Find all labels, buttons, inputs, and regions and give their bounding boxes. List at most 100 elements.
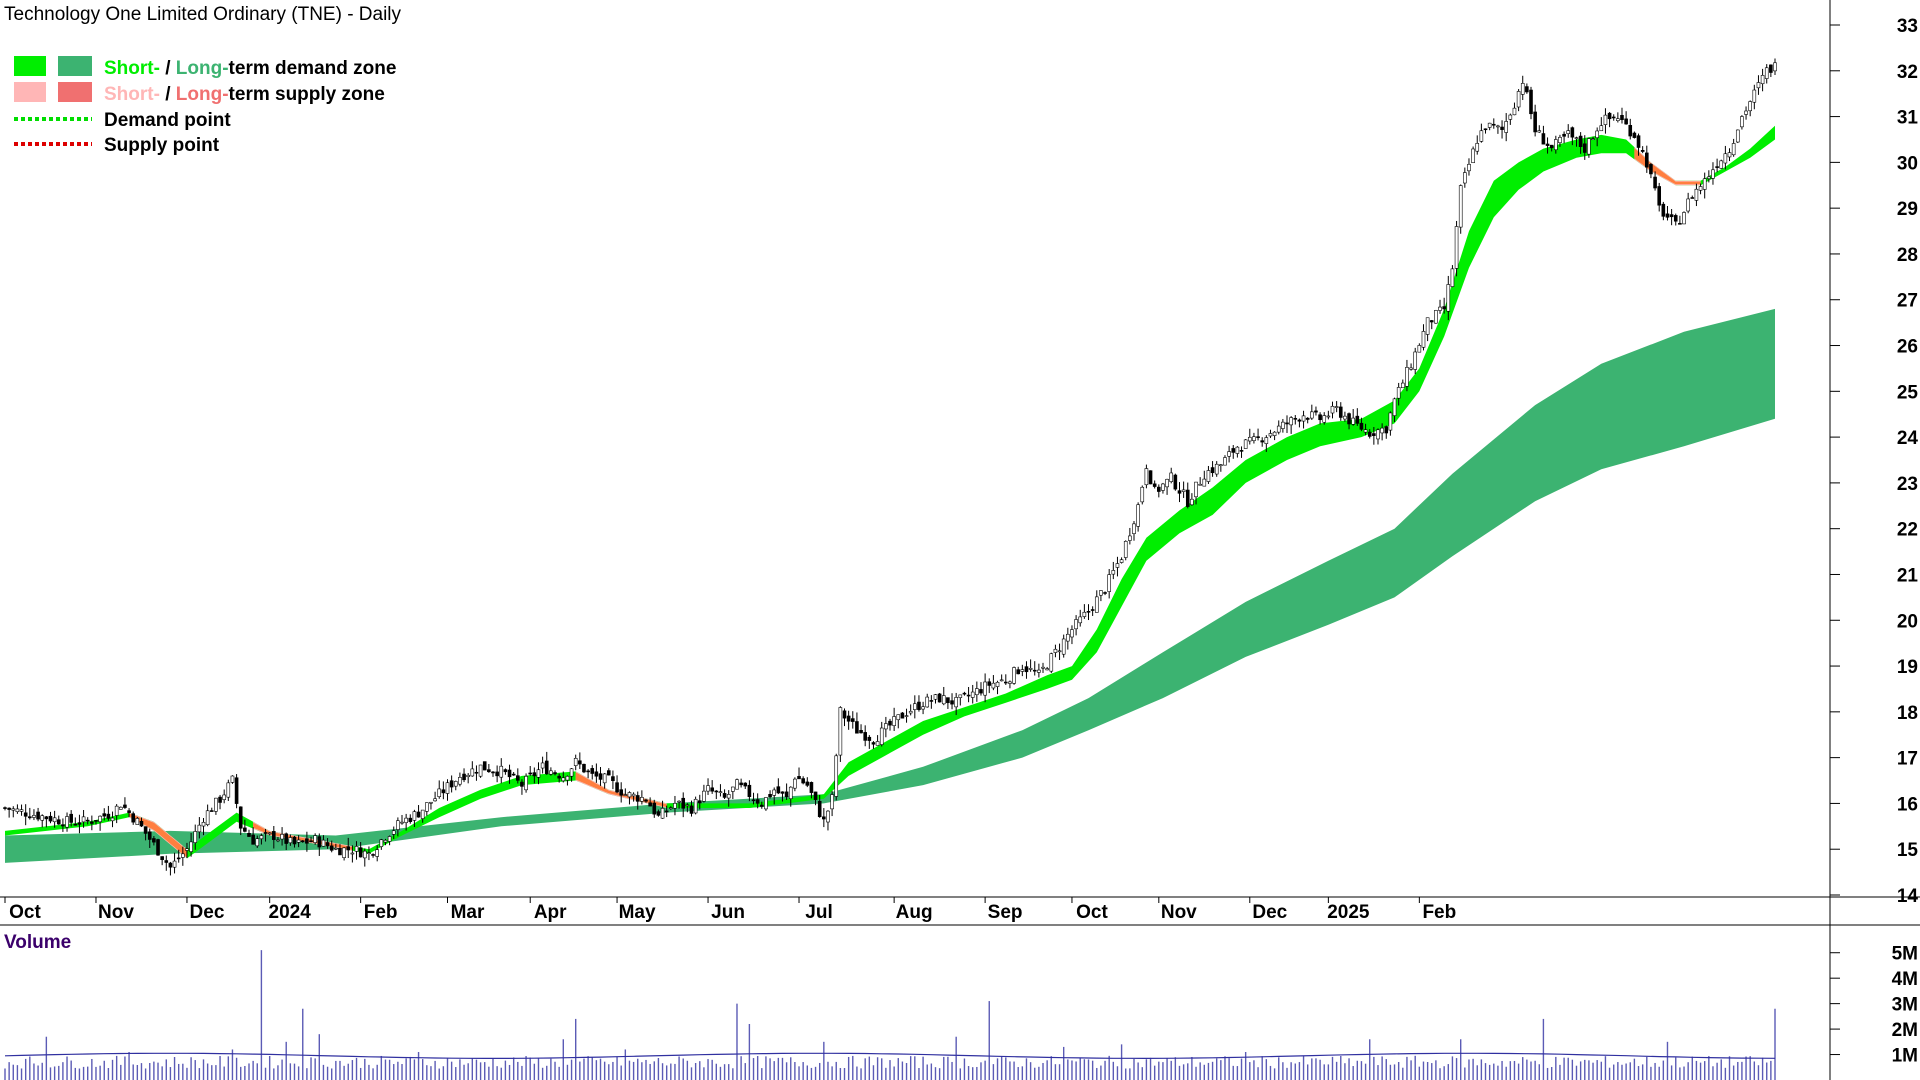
candle-body-8 (36, 811, 40, 820)
candle-body-259 (1074, 619, 1078, 630)
candle-body-281 (1165, 478, 1169, 488)
candle-body-105 (437, 788, 442, 797)
candle-body-28 (118, 806, 123, 810)
zones-layer (5, 125, 1775, 863)
candle-body-392 (1624, 118, 1628, 125)
candle-body-391 (1620, 115, 1624, 121)
candle-body-122 (507, 769, 512, 778)
volume-title: Volume (4, 932, 71, 953)
candle-body-313 (1297, 419, 1302, 422)
candle-body-118 (491, 771, 495, 774)
candle-body-413 (1711, 169, 1715, 179)
candle-body-70 (292, 836, 297, 845)
candle-body-233 (966, 694, 971, 697)
candle-body-104 (433, 798, 437, 802)
legend-swatch-short-supply (14, 82, 46, 102)
candle-body-289 (1198, 483, 1202, 486)
candle-body-318 (1318, 414, 1322, 421)
candle-body-139 (578, 760, 582, 765)
candle-body-287 (1190, 498, 1194, 506)
time-tick-label-10: Aug (896, 902, 933, 923)
candle-body-160 (664, 810, 669, 813)
candle-body-75 (313, 835, 317, 843)
candle-body-207 (859, 729, 863, 734)
candle-body-346 (1434, 310, 1438, 324)
candle-body-295 (1223, 457, 1227, 466)
candle-body-143 (594, 771, 599, 777)
candle-body-412 (1707, 176, 1711, 179)
candle-body-196 (813, 791, 818, 800)
price-tick-label-33: 33 (1897, 16, 1918, 37)
candle-body-60 (251, 834, 255, 845)
candle-body-334 (1384, 426, 1389, 434)
price-tick-label-17: 17 (1897, 749, 1918, 770)
candle-body-180 (747, 784, 752, 797)
candle-body-109 (453, 781, 458, 787)
candle-body-364 (1508, 114, 1513, 120)
candle-body-161 (669, 807, 673, 809)
price-bars (3, 58, 1777, 876)
candle-body-296 (1227, 451, 1231, 457)
price-tick-label-28: 28 (1897, 245, 1918, 266)
candle-body-208 (863, 732, 867, 741)
candle-body-336 (1392, 398, 1397, 416)
candle-body-148 (615, 782, 619, 793)
candle-body-274 (1136, 504, 1140, 527)
candle-body-409 (1694, 188, 1699, 201)
candle-body-61 (255, 838, 260, 847)
candle-body-385 (1595, 130, 1599, 138)
candle-body-182 (755, 799, 760, 804)
candle-body-311 (1289, 417, 1293, 426)
candle-body-34 (143, 826, 148, 834)
price-tick-label-25: 25 (1897, 382, 1919, 403)
candle-body-319 (1322, 415, 1327, 423)
candle-body-77 (321, 839, 326, 847)
candle-body-268 (1111, 570, 1116, 575)
time-tick-label-4: Feb (364, 902, 398, 923)
candle-body-79 (329, 845, 334, 851)
candle-body-152 (631, 793, 636, 797)
volume-tick-label-4: 1M (1892, 1046, 1918, 1067)
candle-body-69 (288, 837, 293, 844)
price-tick-label-27: 27 (1897, 291, 1918, 312)
candle-body-169 (702, 790, 706, 802)
candle-body-175 (726, 794, 731, 799)
volume-tick-label-1: 4M (1892, 969, 1918, 990)
candle-body-416 (1723, 153, 1728, 164)
candle-body-381 (1578, 135, 1583, 147)
short-term-supply-zone-2 (575, 771, 667, 808)
candle-body-115 (478, 764, 483, 777)
candle-body-14 (61, 824, 65, 827)
candle-body-183 (759, 804, 764, 807)
candle-body-65 (272, 831, 276, 840)
candle-body-395 (1636, 135, 1641, 148)
price-tick-label-20: 20 (1897, 611, 1918, 632)
candle-body-353 (1463, 172, 1467, 184)
candle-body-351 (1454, 226, 1459, 269)
legend-item-demand-zone: Short- / Long-term demand zone (104, 58, 396, 79)
candle-body-297 (1231, 448, 1236, 453)
candle-body-92 (383, 839, 388, 843)
candle-body-394 (1632, 132, 1637, 138)
candle-body-358 (1483, 128, 1488, 131)
candle-body-253 (1049, 653, 1054, 672)
candle-body-405 (1678, 223, 1682, 225)
time-tick-label-1: Nov (98, 902, 134, 923)
candle-body-279 (1157, 486, 1161, 492)
candle-body-98 (408, 817, 413, 822)
candle-body-396 (1640, 150, 1645, 152)
candle-body-384 (1591, 138, 1595, 141)
candle-body-127 (528, 772, 533, 775)
candle-body-356 (1475, 143, 1480, 152)
candle-body-407 (1686, 198, 1690, 212)
candle-body-323 (1338, 406, 1343, 418)
candle-body-231 (958, 694, 963, 698)
candle-body-84 (350, 852, 355, 855)
candle-body-423 (1752, 89, 1757, 103)
candle-body-81 (338, 848, 342, 856)
candle-body-337 (1396, 387, 1401, 399)
candle-body-191 (793, 778, 797, 789)
candle-body-306 (1268, 433, 1273, 437)
candle-body-332 (1376, 429, 1380, 440)
candle-body-42 (176, 857, 181, 860)
